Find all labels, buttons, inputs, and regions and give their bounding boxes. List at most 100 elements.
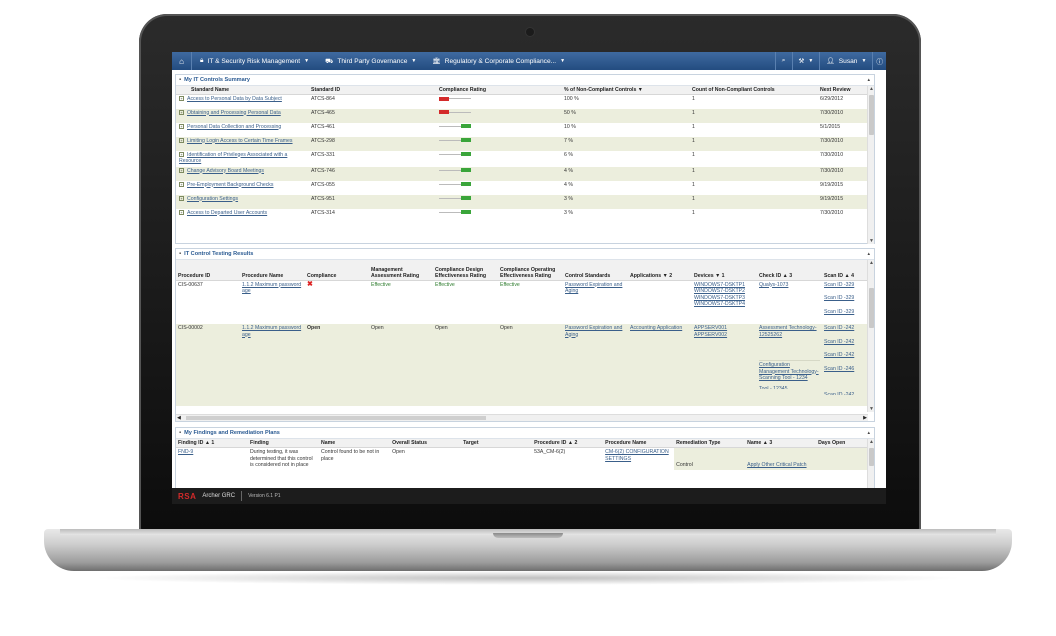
expand-icon[interactable]: + [179,151,184,157]
standard-link[interactable]: Personal Data Collection and Processing [187,123,282,130]
col-pct-noncompliant[interactable]: % of Non-Compliant Controls ▼ [562,86,690,95]
standard-link[interactable]: Pre-Employment Background Checks [187,181,274,188]
standard-link[interactable]: Change Advisory Board Meetings [187,167,264,174]
table-row[interactable]: + Access to Personal Data by Data Subject… [176,95,868,109]
help-icon[interactable]: ⓘ [872,52,886,70]
expand-icon[interactable]: + [179,181,184,187]
col-mgmt-rating[interactable]: Management Assessment Rating [369,260,433,281]
table-row[interactable]: + Configuration Settings ATCS-951 3 % 1 9/19/… [176,194,868,209]
scan-link[interactable]: Scan ID -242 [824,352,855,358]
device-link[interactable]: APPSERV001 [694,325,728,331]
standard-link[interactable]: Obtaining and Processing Personal Data [187,109,281,116]
col-next-review[interactable]: Next Review [818,86,868,95]
scan-link[interactable]: Scan ID -242 [824,338,855,345]
h-scrollbar[interactable]: ◀ ▶ [176,414,868,421]
standard-link[interactable]: Configuration Settings [187,195,239,202]
scroll-up-icon[interactable]: ▲ [869,439,874,445]
scan-link[interactable]: Scan ID -329 [824,295,855,301]
nav-menu-third-party[interactable]: ⛟ Third Party Governance ▼ [317,52,424,70]
scan-link[interactable]: Scan ID -329 [824,308,855,315]
device-link[interactable]: WINDOWS7-DSKTP3 [694,294,746,301]
col-remediation-name[interactable]: Name ▲ 3 [745,439,817,448]
expand-icon[interactable]: + [179,209,184,215]
panel-menu-icon[interactable]: ▴ [867,77,870,83]
procedure-link[interactable]: 1.1.2 Maximum password age [242,325,302,338]
scroll-down-icon[interactable]: ▼ [869,406,874,412]
scroll-thumb[interactable] [186,416,486,420]
check-link[interactable]: Qualys-1073 [759,281,789,288]
panel-menu-icon[interactable]: ▴ [867,251,870,257]
col-remediation-type[interactable]: Remediation Type [674,439,746,448]
col-check-id[interactable]: Check ID ▲ 3 [757,260,822,281]
expand-icon[interactable]: + [179,109,184,115]
col-procedure-id[interactable]: Procedure ID [176,260,240,281]
table-row[interactable]: + Identification of Privileges Associated… [176,151,868,167]
scroll-down-icon[interactable]: ▼ [869,238,874,244]
nav-menu-it-security[interactable]: 🔒︎ IT & Security Risk Management ▼ [192,52,317,70]
device-link[interactable]: WINDOWS7-DSKTP4 [694,301,746,307]
col-applications[interactable]: Applications ▼ 2 [628,260,692,281]
col-target[interactable]: Target [461,439,533,448]
expand-icon[interactable]: + [179,96,184,102]
standard-link[interactable]: Access to Personal Data by Data Subject [187,96,282,102]
col-devices[interactable]: Devices ▼ 1 [692,260,757,281]
table-row[interactable]: FND-9 During testing, it was determined … [176,447,868,470]
application-link[interactable]: Accounting Application [630,325,683,331]
table-row[interactable]: CIS-00637 1.1.2 Maximum password age ✖ E… [176,280,868,324]
check-link[interactable]: Assessment Technology-12525262 [759,325,817,338]
scroll-up-icon[interactable]: ▲ [869,86,874,92]
col-control-standards[interactable]: Control Standards [563,260,628,281]
col-compliance-rating[interactable]: Compliance Rating [437,86,562,95]
col-count-noncompliant[interactable]: Count of Non-Compliant Controls [690,86,818,95]
expand-icon[interactable]: + [179,137,184,143]
col-procedure-name[interactable]: Procedure Name [240,260,305,281]
col-standard-name[interactable]: Standard Name [176,86,309,95]
scroll-up-icon[interactable]: ▲ [869,260,874,266]
table-row[interactable]: + Personal Data Collection and Processing… [176,123,868,137]
scan-link[interactable]: Scan ID -246 [824,365,855,372]
procedure-link[interactable]: CM-6(2) CONFIGURATION SETTINGS [605,449,669,462]
table-row[interactable]: + Change Advisory Board Meetings ATCS-746 4… [176,166,868,181]
col-scan-id[interactable]: Scan ID ▲ 4 [822,260,868,281]
scrollbar[interactable]: ▲ ▼ [867,260,874,412]
finding-link[interactable]: FND-9 [178,449,194,455]
scroll-thumb[interactable] [869,288,874,328]
control-standard-link[interactable]: Password Expiration and Aging [565,325,623,338]
table-row[interactable]: + Pre-Employment Background Checks ATCS-05… [176,181,868,195]
check-link[interactable]: Configuration Management Technology-Scan… [759,360,820,381]
scroll-thumb[interactable] [869,95,874,135]
expand-icon[interactable]: + [179,195,184,201]
standard-link[interactable]: Identification of Privileges Associated … [179,151,288,165]
table-row[interactable]: CIS-00002 1.1.2 Maximum password age Ope… [176,324,868,406]
col-days-open[interactable]: Days Open [816,439,868,448]
device-link[interactable]: WINDOWS7-DSKTP2 [694,288,746,294]
standard-link[interactable]: Limiting Login Access to Certain Time Fr… [187,137,293,144]
nav-menu-regulatory[interactable]: 🏛︎ Regulatory & Corporate Compliance... … [424,52,573,70]
collapse-icon[interactable]: ▪ [179,77,182,83]
remediation-link[interactable]: Apply Other Critical Patch [747,462,807,468]
expand-icon[interactable]: + [179,123,184,129]
scan-link[interactable]: Scan ID -329 [824,281,855,288]
col-operating-rating[interactable]: Compliance Operating Effectiveness Ratin… [498,260,563,281]
col-procedure-id[interactable]: Procedure ID ▲ 2 [532,439,604,448]
scroll-right-icon[interactable]: ▶ [863,415,867,421]
col-finding-id[interactable]: Finding ID ▲ 1 [176,439,249,448]
scan-link[interactable]: Scan ID -242 [824,325,855,331]
col-finding[interactable]: Finding [248,439,320,448]
scrollbar[interactable]: ▲ [867,439,874,489]
standard-link[interactable]: Access to Departed User Accounts [187,209,268,216]
table-row[interactable]: + Obtaining and Processing Personal Data A… [176,108,868,123]
search-icon[interactable]: ⌕ [774,52,792,70]
check-link[interactable]: Tool - 12345 [759,385,788,389]
collapse-icon[interactable]: ▪ [179,430,182,436]
home-icon[interactable]: ⌂ [172,52,192,70]
table-row[interactable]: + Limiting Login Access to Certain Time F… [176,136,868,151]
collapse-icon[interactable]: ▪ [179,251,182,257]
procedure-link[interactable]: 1.1.2 Maximum password age [242,281,302,295]
table-row[interactable]: + Access to Departed User Accounts ATCS-31… [176,209,868,223]
device-link[interactable]: WINDOWS7-DSKTP1 [694,281,746,288]
col-name[interactable]: Name [319,439,391,448]
scroll-left-icon[interactable]: ◀ [177,415,181,421]
user-menu[interactable]: 👤︎ Susan ▼ [819,52,872,70]
col-overall-status[interactable]: Overall Status [390,439,462,448]
